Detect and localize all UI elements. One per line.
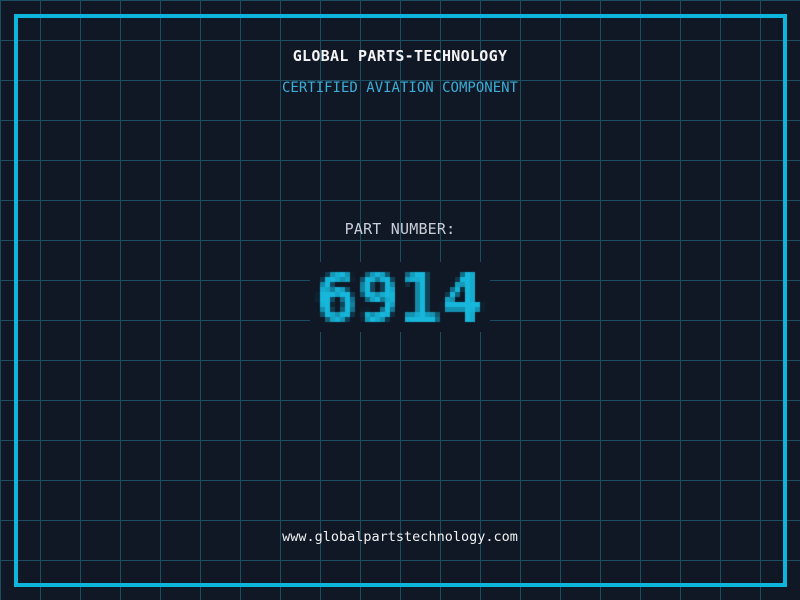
website-url: www.globalpartstechnology.com [282,529,518,545]
page-subtitle: CERTIFIED AVIATION COMPONENT [281,80,518,96]
part-number-display: 6914 [310,262,490,332]
part-number-label: PART NUMBER: [344,220,456,238]
page-title: GLOBAL PARTS-TECHNOLOGY [292,47,508,65]
